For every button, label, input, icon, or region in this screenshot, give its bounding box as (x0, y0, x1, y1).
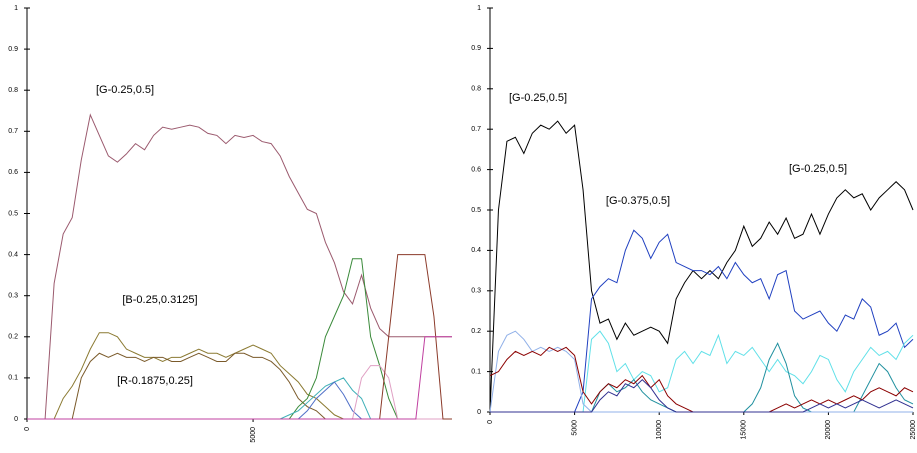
series-line (27, 365, 452, 420)
series-line (490, 229, 914, 413)
y-tick-label: 0.7 (471, 126, 481, 133)
series-line (490, 378, 914, 413)
y-tick-label: 0.1 (471, 368, 481, 375)
y-tick-label: 0 (477, 409, 481, 416)
y-tick-label: 0.6 (8, 169, 18, 176)
y-tick-label: 0.3 (8, 293, 18, 300)
series-line (27, 336, 452, 420)
y-tick-label: 0.2 (471, 328, 481, 335)
x-tick-label: 5000 (571, 420, 578, 436)
series-line (489, 120, 914, 413)
y-tick-label: 0.8 (471, 86, 481, 93)
x-tick-label: 10000 (656, 420, 663, 440)
y-tick-label: 0.6 (471, 166, 481, 173)
series-line (27, 254, 452, 420)
y-tick-label: 0.9 (8, 46, 18, 53)
series-line (490, 330, 914, 413)
x-tick-label: 5000 (250, 427, 257, 443)
series-line (27, 352, 452, 420)
series-line (27, 113, 452, 420)
y-tick-label: 0.5 (471, 207, 481, 214)
x-tick-label: 0 (24, 427, 31, 431)
series-line (489, 346, 914, 413)
y-tick-label: 0.8 (8, 87, 18, 94)
y-tick-label: 0.4 (8, 251, 18, 258)
y-tick-label: 0.7 (8, 128, 18, 135)
annotation: [G-0.25,0.5] (509, 92, 567, 104)
annotation: [G-0.25,0.5] (96, 84, 154, 96)
x-tick-label: 15000 (741, 420, 748, 440)
y-tick-label: 0.9 (471, 45, 481, 52)
x-tick-label: 20000 (825, 420, 832, 440)
y-tick-label: 1 (477, 5, 481, 12)
series-line (27, 332, 452, 420)
y-tick-label: 0.4 (471, 247, 481, 254)
annotation: [G-0.25,0.5] (789, 163, 847, 175)
y-tick-label: 0.2 (8, 334, 18, 341)
y-tick-label: 0.3 (471, 288, 481, 295)
series-line (489, 330, 913, 413)
annotation: [R-0.1875,0.25] (117, 375, 193, 387)
y-tick-label: 1 (14, 5, 18, 12)
annotation: [G-0.375,0.5] (606, 195, 670, 207)
x-tick-label: 25000 (910, 420, 917, 440)
y-tick-label: 0.1 (8, 375, 18, 382)
annotation: [B-0.25,0.3125] (122, 294, 197, 306)
series-line (27, 381, 452, 420)
x-tick-label: 0 (487, 420, 494, 424)
y-tick-label: 0 (14, 416, 18, 423)
series-line (490, 342, 914, 413)
y-tick-label: 0.5 (8, 210, 18, 217)
